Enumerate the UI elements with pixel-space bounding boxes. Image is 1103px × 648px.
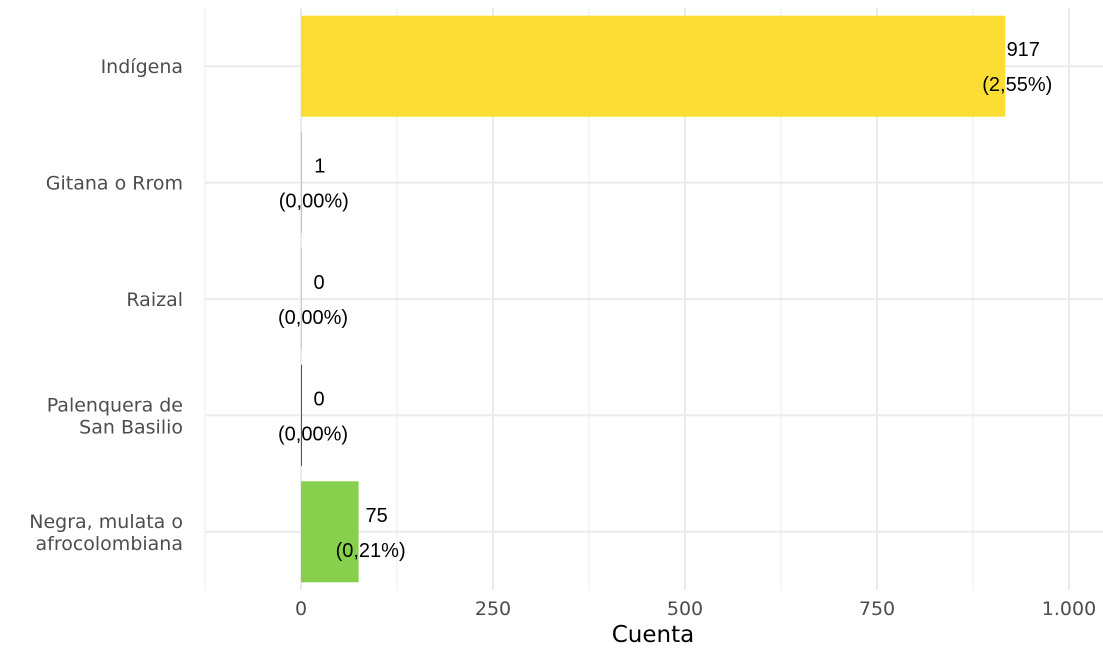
y-axis-tick-labels: Indígena Gitana o Rrom Raizal Palenquera de… <box>29 56 183 555</box>
x-tick-label: 0 <box>295 598 307 620</box>
x-axis-title: Cuenta <box>612 622 694 648</box>
y-tick-label: San Basilio <box>79 416 183 438</box>
bar-percent-label: (0,00%) <box>278 423 348 445</box>
bar <box>301 15 1006 117</box>
x-tick-label: 250 <box>475 598 511 620</box>
y-tick-label: Gitana o Rrom <box>46 173 183 195</box>
y-tick-label: Negra, mulata o <box>29 511 183 533</box>
x-tick-label: 500 <box>667 598 703 620</box>
x-tick-label: 750 <box>859 598 895 620</box>
data-labels: 917 (2,55%) 1 (0,00%) 0 (0,00%) 0 (0,00%) 75 (0,2… <box>278 39 1052 562</box>
bar-value-label: 1 <box>314 156 325 178</box>
bar-value-label: 0 <box>313 272 324 294</box>
bar-value-label: 0 <box>313 388 324 410</box>
y-tick-label: Indígena <box>101 56 183 78</box>
bar <box>301 481 359 583</box>
bar <box>301 248 302 350</box>
bar-value-label: 917 <box>1007 39 1040 61</box>
y-tick-label: Palenquera de <box>47 394 183 416</box>
bar <box>301 132 302 234</box>
bar <box>301 364 302 466</box>
bar-percent-label: (0,00%) <box>279 191 349 213</box>
bar-percent-label: (0,00%) <box>278 307 348 329</box>
x-tick-label: 1.000 <box>1042 598 1096 620</box>
y-tick-label: afrocolombiana <box>35 533 183 555</box>
y-tick-label: Raizal <box>126 289 183 311</box>
bar-value-label: 75 <box>365 505 387 527</box>
bar-percent-label: (2,55%) <box>982 74 1052 96</box>
x-axis-tick-labels: 0 250 500 750 1.000 <box>295 598 1096 620</box>
bar-percent-label: (0,21%) <box>336 540 406 562</box>
bars <box>301 15 1006 583</box>
